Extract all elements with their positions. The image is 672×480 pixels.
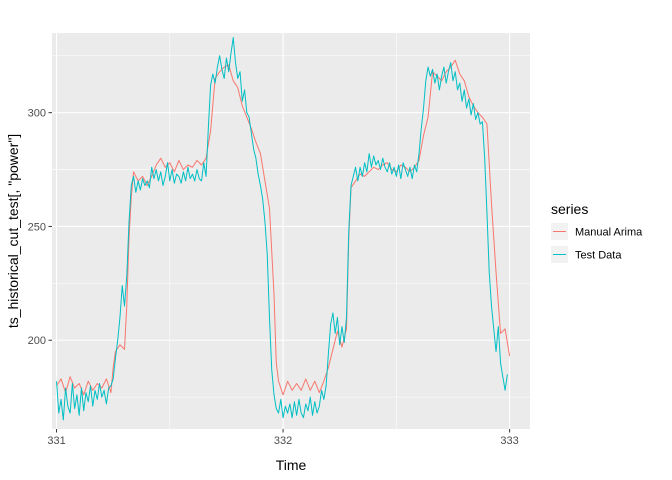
- y-tick-label: 300: [28, 108, 46, 120]
- x-axis-title: Time: [276, 457, 307, 473]
- x-tick-label: 332: [274, 435, 292, 447]
- series-line-manual-arima: [56, 59, 511, 396]
- legend-label-manual-arima: Manual Arima: [575, 227, 643, 239]
- legend-item-manual-arima: Manual Arima: [551, 223, 643, 240]
- axis-ticks: [48, 112, 511, 433]
- y-tick-label: 200: [28, 335, 46, 347]
- grid-minor: [52, 33, 530, 429]
- y-axis-title: ts_historical_cut_test[, "power"]: [5, 134, 21, 328]
- legend: series Manual Arima Test Data: [551, 201, 643, 263]
- x-tick-label: 331: [47, 435, 65, 447]
- panel-background: [52, 33, 530, 429]
- legend-item-test-data: Test Data: [551, 246, 622, 263]
- series-layer: [56, 37, 511, 421]
- x-tick-label: 333: [500, 435, 518, 447]
- tick-labels: 331 332 333 200 250 300: [28, 108, 519, 447]
- grid-major: [52, 33, 530, 429]
- y-tick-label: 250: [28, 221, 46, 233]
- legend-title: series: [551, 201, 588, 217]
- series-line-test-data: [56, 37, 508, 421]
- legend-label-test-data: Test Data: [575, 250, 622, 262]
